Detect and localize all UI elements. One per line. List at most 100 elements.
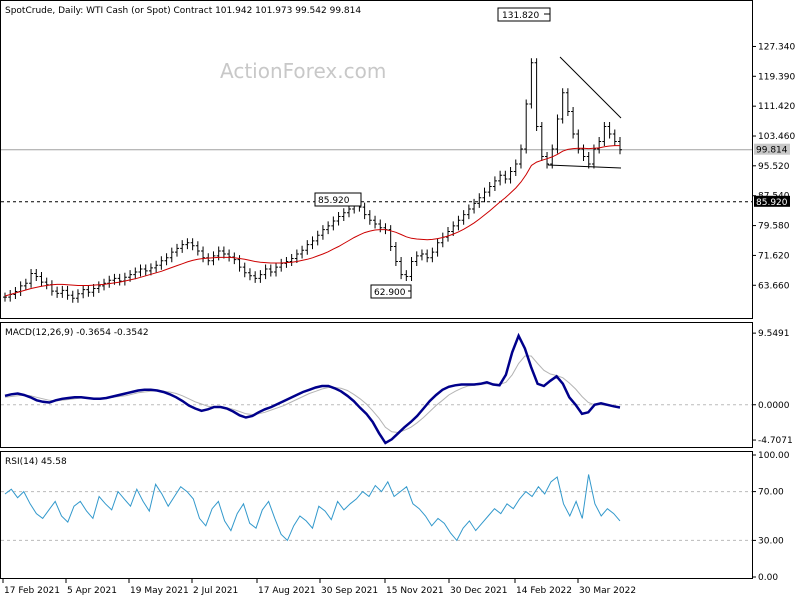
date-axis-label: 17 Feb 2021 (4, 586, 60, 596)
price-axis: 127.340119.390111.420103.46095.52087.540… (752, 42, 795, 291)
price-bar (425, 249, 430, 263)
date-axis-label: 17 Aug 2021 (258, 586, 316, 596)
price-bar (446, 227, 451, 242)
price-bar (18, 281, 23, 296)
price-bar (185, 238, 190, 250)
price-bar (518, 144, 523, 169)
price-axis-label: 71.620 (758, 251, 790, 261)
price-bar (96, 281, 101, 293)
price-bar (49, 280, 54, 296)
rsi-panel-frame (0, 451, 753, 579)
price-bar (91, 284, 96, 297)
price-bar (44, 277, 49, 290)
price-bar (571, 107, 576, 139)
price-bar (315, 230, 320, 246)
price-bar (513, 159, 518, 176)
price-bar (29, 269, 34, 288)
price-bar (346, 204, 351, 218)
price-bar (545, 152, 550, 169)
price-axis-label: 95.520 (758, 162, 790, 172)
price-bar (492, 176, 497, 191)
price-bar (70, 290, 75, 303)
price-bar (560, 88, 565, 124)
rsi-axis-label: 100.00 (758, 451, 790, 461)
price-bar (39, 272, 44, 287)
price-bar (289, 254, 294, 266)
price-bar (430, 247, 435, 263)
price-bar (180, 240, 185, 253)
price-bar (477, 193, 482, 208)
price-axis-label: 119.390 (758, 72, 795, 82)
price-bar (117, 273, 122, 286)
price-bar (414, 251, 419, 266)
price-bar (143, 264, 148, 276)
price-bar (227, 249, 232, 262)
support-level-tag-text: 85.920 (756, 198, 788, 208)
watermark: ActionForex.com (220, 59, 386, 83)
price-bar (86, 285, 91, 297)
price-bar (305, 240, 310, 255)
price-bar (529, 58, 534, 109)
annotation-mid: 85.920 (314, 192, 362, 207)
price-bar (81, 285, 86, 299)
date-axis-label: 5 Apr 2021 (67, 586, 117, 596)
price-title: SpotCrude, Daily: WTI Cash (or Spot) Con… (5, 6, 361, 16)
annotation-high: 131.820 (497, 7, 551, 22)
macd-axis-label: 9.5491 (758, 329, 790, 339)
price-bars (3, 58, 622, 303)
date-axis-label: 30 Sep 2021 (321, 586, 378, 596)
macd-line (4, 332, 621, 445)
price-bar (169, 247, 174, 263)
price-bar (75, 289, 80, 303)
price-bar (534, 58, 539, 131)
price-bar (247, 268, 252, 281)
price-axis-label: 79.580 (758, 222, 790, 232)
macd-axis: 9.5491 0.0000 -4.7071 (752, 329, 793, 446)
price-bar (440, 232, 445, 248)
price-bar (482, 187, 487, 203)
price-panel-frame (0, 0, 753, 319)
price-bar (34, 269, 39, 281)
price-bar (383, 223, 388, 235)
price-bar (274, 262, 279, 277)
annotation-high-label: 131.820 (502, 11, 539, 21)
price-bar (399, 257, 404, 280)
rsi-axis: 100.00 70.00 30.00 0.00 (752, 451, 790, 583)
price-bar (466, 204, 471, 220)
price-bar (498, 170, 503, 186)
price-bar (148, 263, 153, 276)
price-bar (23, 278, 28, 291)
triangle-lower-trendline (547, 164, 622, 169)
price-bar (300, 245, 305, 259)
price-bar (263, 264, 268, 280)
price-bar (472, 198, 477, 214)
price-bar (195, 241, 200, 256)
macd-signal-line (4, 355, 621, 434)
price-bar (232, 252, 237, 265)
price-bar (154, 260, 159, 273)
price-bar (174, 243, 179, 257)
rsi-axis-label: 30.00 (758, 536, 784, 546)
price-axis-label: 111.420 (758, 102, 795, 112)
rsi-line (4, 474, 621, 542)
price-bar (362, 202, 367, 220)
price-bar (326, 221, 331, 235)
price-bar (253, 271, 258, 283)
price-bar (539, 122, 544, 161)
price-bar (435, 238, 440, 257)
price-bar (242, 262, 247, 278)
date-axis-label: 14 Feb 2022 (516, 586, 572, 596)
price-bar (190, 238, 195, 251)
price-bar (607, 122, 612, 139)
price-bar (367, 210, 372, 225)
price-bar (555, 114, 560, 154)
price-bar (221, 246, 226, 259)
date-axis-label: 30 Mar 2022 (579, 586, 636, 596)
price-bar (612, 129, 617, 146)
price-axis-label: 63.660 (758, 281, 790, 291)
rsi-axis-label: 0.00 (758, 573, 778, 583)
current-price-tag-text: 99.814 (756, 146, 788, 156)
price-bar (279, 258, 284, 272)
price-bar (373, 215, 378, 229)
price-bar (331, 216, 336, 231)
